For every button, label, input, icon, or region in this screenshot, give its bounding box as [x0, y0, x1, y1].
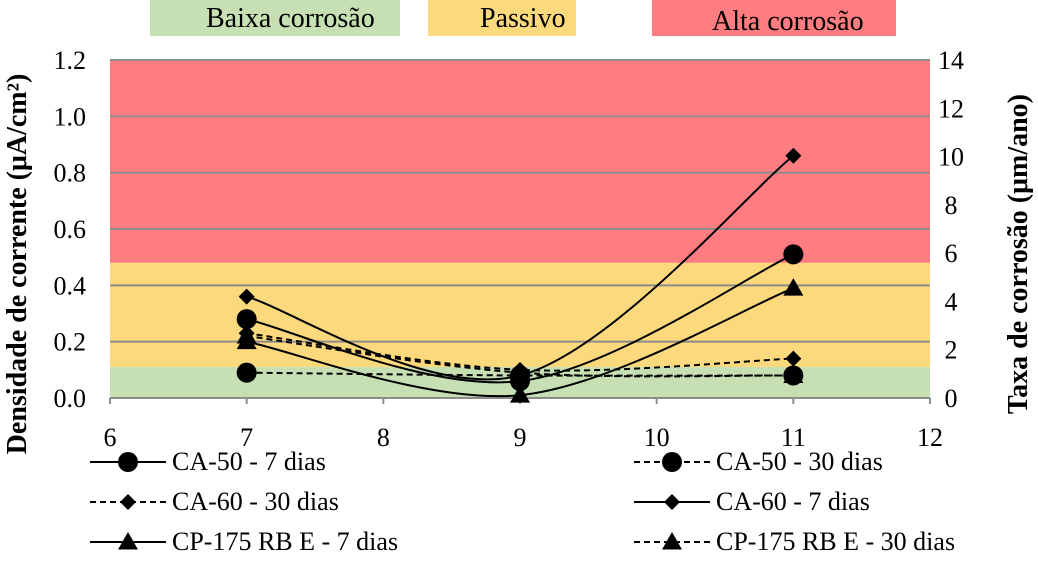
legend-item: CA-60 - 7 dias: [634, 487, 870, 516]
series-6: [236, 326, 804, 383]
band-legend-swatch: [428, 0, 576, 36]
data-point-circle: [236, 309, 257, 330]
legend-label: CA-60 - 7 dias: [716, 487, 870, 516]
band-legend-label: Alta corrosão: [712, 6, 864, 37]
band-legend-label: Passivo: [480, 3, 566, 34]
legend-label: CA-50 - 7 dias: [172, 447, 326, 476]
y2-tick-label: 8: [945, 191, 958, 220]
y-tick-label: 0.6: [54, 215, 87, 244]
y2-tick-label: 4: [945, 287, 958, 316]
x-tick-label: 11: [781, 423, 806, 452]
legend-marker: [118, 452, 138, 472]
y2-tick-label: 0: [945, 384, 958, 413]
x-tick-label: 10: [644, 423, 670, 452]
band-legend-swatch: [652, 0, 896, 36]
legend-marker: [118, 532, 138, 550]
x-tick-label: 7: [240, 423, 253, 452]
legend-label: CA-50 - 30 dias: [716, 447, 883, 476]
data-point-triangle: [510, 362, 530, 381]
legend-marker: [664, 494, 680, 510]
data-point-diamond: [785, 147, 802, 164]
x-tick-label: 8: [377, 423, 390, 452]
data-point-circle: [783, 244, 804, 265]
legend-item: CA-60 - 30 dias: [90, 487, 339, 516]
data-point-triangle: [236, 326, 257, 344]
legend-marker: [120, 494, 136, 510]
data-point-triangle: [783, 278, 804, 296]
legend-label: CP-175 RB E - 30 dias: [716, 527, 955, 556]
data-point-circle: [236, 362, 257, 383]
y2-tick-label: 10: [938, 143, 964, 172]
legend-marker: [662, 532, 682, 550]
legend-label: CA-60 - 30 dias: [172, 487, 339, 516]
band-legend-label: Baixa corrosão: [206, 3, 375, 34]
legend-label: CP-175 RB E - 7 dias: [172, 527, 398, 556]
data-point-diamond: [785, 350, 802, 367]
legend-item: CP-175 RB E - 30 dias: [634, 527, 955, 556]
band-3: [110, 60, 930, 263]
y-tick-label: 0.8: [54, 159, 87, 188]
y-axis-title: Densidade de corrente (μA/cm²): [2, 74, 33, 455]
data-point-diamond: [238, 288, 255, 305]
legend-marker: [662, 452, 682, 472]
legend-item: CA-50 - 30 dias: [634, 447, 883, 476]
y-tick-label: 0.0: [54, 384, 87, 413]
legend-item: CA-50 - 7 dias: [90, 447, 326, 476]
band-2: [110, 262, 930, 368]
y-tick-label: 1.0: [54, 102, 87, 131]
y2-tick-label: 14: [938, 46, 964, 75]
data-point-triangle: [783, 365, 804, 383]
band-legend-swatch: [150, 0, 400, 36]
x-tick-label: 9: [514, 423, 527, 452]
y2-tick-label: 2: [945, 336, 958, 365]
data-point-triangle: [510, 385, 530, 403]
y2-axis-title: Taxa de corrosão (μm/ano): [1003, 94, 1034, 414]
x-tick-label: 12: [917, 423, 943, 452]
legend-item: CP-175 RB E - 7 dias: [90, 527, 398, 556]
x-tick-label: 6: [104, 423, 117, 452]
y-tick-label: 1.2: [54, 46, 87, 75]
y-tick-label: 0.4: [54, 271, 87, 300]
y2-tick-label: 12: [938, 94, 964, 123]
y-tick-label: 0.2: [54, 328, 87, 357]
y2-tick-label: 6: [945, 239, 958, 268]
